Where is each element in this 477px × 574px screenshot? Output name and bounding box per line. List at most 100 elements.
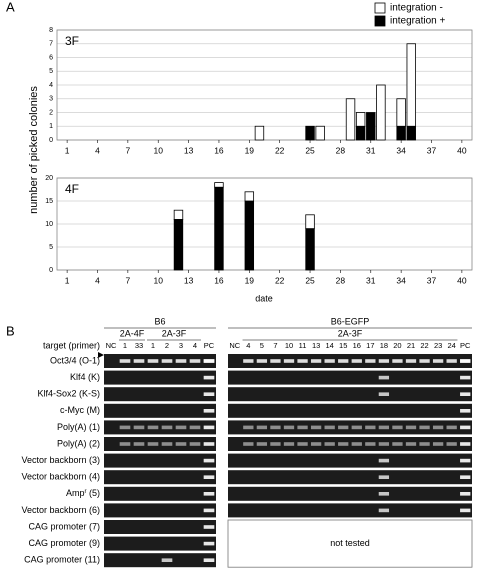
- lane-group: 2A-3F: [162, 328, 187, 338]
- row-label-text: Amp: [66, 488, 85, 498]
- lane-label: 2: [165, 341, 169, 350]
- gel-band: [270, 425, 281, 430]
- gel-band: [378, 508, 390, 513]
- row-label: Oct3/4 (O-1): [50, 355, 100, 365]
- gel-band: [203, 458, 215, 463]
- y-tick-label: 5: [49, 68, 53, 75]
- row-label: Poly(A) (1): [57, 422, 100, 432]
- gel-band: [460, 508, 471, 513]
- x-tick-label: 22: [275, 145, 285, 155]
- lane-label: 23: [434, 341, 442, 350]
- gel-band: [419, 425, 430, 430]
- row-label: Ampr (5): [66, 488, 100, 498]
- lane-label: 3: [179, 341, 183, 350]
- gel-band: [351, 359, 362, 363]
- gel-strip: [228, 387, 472, 402]
- bar-segment: [305, 125, 315, 141]
- x-tick-label: 13: [184, 145, 194, 155]
- gel-strip: [104, 387, 216, 402]
- gel-band: [392, 425, 403, 430]
- x-tick-label: 16: [214, 145, 224, 155]
- gel-band: [378, 359, 390, 363]
- bar-segment: [244, 200, 255, 271]
- row-label-suffix: (5): [87, 488, 101, 498]
- gel-band: [203, 525, 215, 529]
- gel-band: [270, 442, 281, 446]
- legend-label: integration -: [390, 3, 443, 14]
- x-tick-label: 4: [95, 275, 100, 285]
- gel-band: [283, 359, 295, 363]
- gel-band: [203, 475, 215, 479]
- gel-band: [351, 442, 362, 446]
- x-tick-label: 28: [336, 145, 346, 155]
- gel-band: [324, 425, 335, 430]
- chart-label: 3F: [65, 34, 79, 48]
- gel-strip: [228, 420, 472, 435]
- row-label: CAG promoter (9): [28, 538, 100, 548]
- plot-frame: [56, 29, 473, 141]
- gel-band: [460, 425, 471, 430]
- y-tick-label: 15: [45, 198, 53, 205]
- gel-band: [203, 508, 215, 513]
- gel-band: [119, 442, 131, 446]
- bar-segment: [305, 228, 315, 271]
- row-label: Vector backborn (4): [21, 472, 100, 482]
- lane-label: 10: [285, 341, 293, 350]
- lane-label: NC: [229, 341, 240, 350]
- lane-label: PC: [204, 341, 215, 350]
- legend-swatch: [374, 15, 386, 27]
- gel-band: [161, 442, 173, 446]
- lane-label: 24: [447, 341, 455, 350]
- gel-band: [432, 425, 444, 430]
- row-label: Klf4 (K): [70, 372, 100, 382]
- y-tick-label: 8: [49, 27, 53, 34]
- x-tick-label: 31: [366, 145, 376, 155]
- gel-strip: [228, 453, 472, 468]
- gel-band: [203, 409, 215, 413]
- bar-segment: [244, 191, 255, 202]
- gel-title: B6: [154, 316, 165, 326]
- y-tick-label: 20: [45, 175, 53, 182]
- y-tick-label: 2: [49, 109, 53, 116]
- bar-segment: [345, 98, 356, 141]
- lane-label: 20: [393, 341, 401, 350]
- lane-label: 21: [407, 341, 415, 350]
- bar-segment: [396, 125, 406, 141]
- gel-band: [405, 359, 417, 363]
- gel-band: [460, 475, 471, 479]
- gel-strip: [104, 553, 216, 568]
- gel-band: [256, 359, 268, 363]
- gel-strip: [104, 437, 216, 451]
- gel-strip: [104, 470, 216, 485]
- gel-band: [405, 442, 417, 446]
- lane-label: PC: [460, 341, 471, 350]
- gel-band: [133, 425, 145, 430]
- gel-strip: [228, 486, 472, 501]
- gel-band: [392, 442, 403, 446]
- bar-segment: [366, 112, 376, 141]
- row-label: Vector backborn (3): [21, 455, 100, 465]
- gel-band: [133, 359, 145, 363]
- bar-segment: [396, 98, 406, 127]
- lane-label: 14: [325, 341, 333, 350]
- panel-label: A: [6, 0, 15, 14]
- gel-band: [378, 375, 390, 380]
- legend-swatch: [374, 2, 386, 14]
- gel-band: [460, 409, 471, 413]
- gel-band: [338, 359, 349, 363]
- bar-segment: [376, 84, 386, 141]
- x-tick-label: 19: [245, 145, 255, 155]
- x-tick-label: 22: [275, 275, 285, 285]
- gel-band: [460, 458, 471, 463]
- gel-band: [175, 425, 187, 430]
- row-header: target (primer): [43, 340, 100, 350]
- gel-band: [203, 392, 215, 396]
- gel-band: [175, 359, 187, 363]
- gel-band: [270, 359, 281, 363]
- gel-band: [378, 442, 390, 446]
- gel-band: [378, 392, 390, 396]
- gel-strip: [104, 486, 216, 501]
- x-tick-label: 25: [305, 145, 315, 155]
- gel-band: [392, 359, 403, 363]
- row-label: CAG promoter (7): [28, 521, 100, 531]
